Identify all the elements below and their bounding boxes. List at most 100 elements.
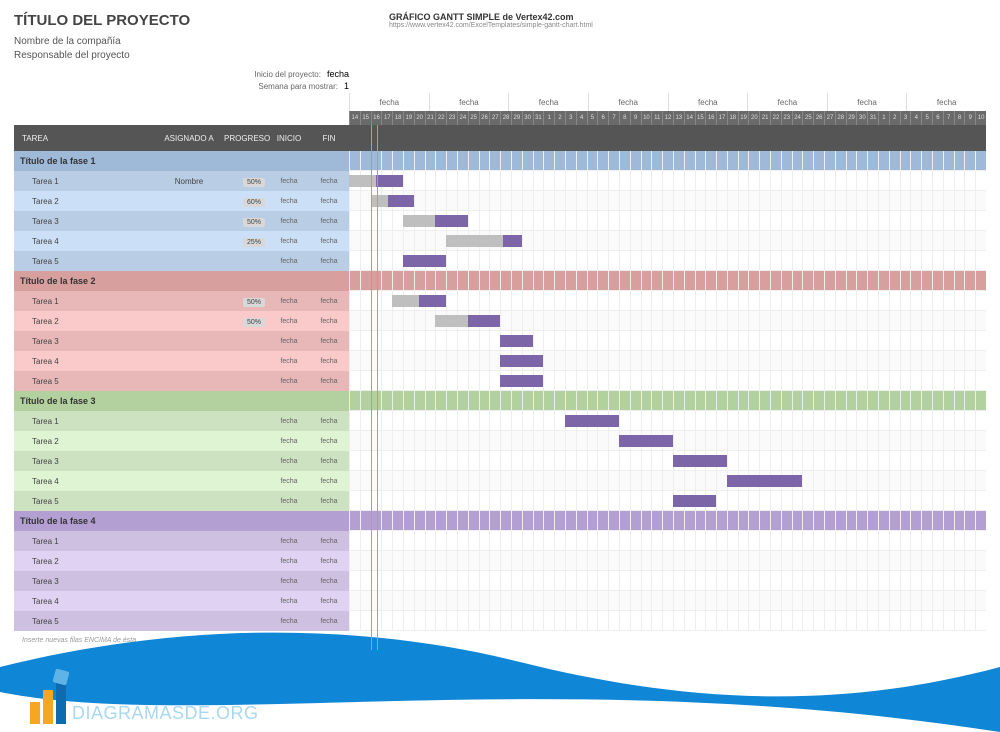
- task-name: Tarea 1: [14, 177, 154, 186]
- day-label: 2: [554, 111, 565, 125]
- task-row[interactable]: Tarea 1fechafecha: [14, 531, 349, 551]
- phase-header: Título de la fase 4: [14, 511, 349, 531]
- day-label: 13: [673, 111, 684, 125]
- gantt-bar-progress: [619, 435, 673, 447]
- task-row[interactable]: Tarea 3fechafecha: [14, 451, 349, 471]
- day-label: 9: [964, 111, 975, 125]
- task-row[interactable]: Tarea 5fechafecha: [14, 371, 349, 391]
- column-header-row: TAREA ASIGNADO A PROGRESO INICIO FIN: [14, 125, 349, 151]
- task-row[interactable]: Tarea 1fechafecha: [14, 411, 349, 431]
- gantt-row: [349, 311, 986, 331]
- day-label: 10: [975, 111, 986, 125]
- day-label: 14: [349, 111, 360, 125]
- task-row[interactable]: Tarea 3fechafecha: [14, 331, 349, 351]
- task-row[interactable]: Tarea 250%fechafecha: [14, 311, 349, 331]
- gantt-bar-progress: [500, 335, 532, 347]
- gantt-row: [349, 451, 986, 471]
- gantt-bar-progress: [419, 295, 446, 307]
- day-label: 20: [414, 111, 425, 125]
- task-end: fecha: [309, 558, 349, 565]
- watermark-text: DIAGRAMASDE.ORG: [72, 703, 259, 724]
- task-row[interactable]: Tarea 260%fechafecha: [14, 191, 349, 211]
- gantt-bar-progress: [376, 175, 403, 187]
- day-label: 16: [705, 111, 716, 125]
- gantt-row: [349, 571, 986, 591]
- credit-title: GRÁFICO GANTT SIMPLE de Vertex42.com: [389, 12, 593, 22]
- task-row[interactable]: Tarea 2fechafecha: [14, 551, 349, 571]
- day-label: 26: [479, 111, 490, 125]
- week-label: fecha: [747, 93, 827, 111]
- task-row[interactable]: Tarea 2fechafecha: [14, 431, 349, 451]
- task-progress: 60%: [224, 197, 269, 206]
- day-label: 28: [835, 111, 846, 125]
- day-label: 23: [446, 111, 457, 125]
- day-label: 28: [500, 111, 511, 125]
- day-label: 1: [878, 111, 889, 125]
- gantt-row: [349, 551, 986, 571]
- gantt-bar-progress: [565, 415, 619, 427]
- gantt-row: [349, 331, 986, 351]
- task-progress: 50%: [224, 217, 269, 226]
- task-row[interactable]: Tarea 5fechafecha: [14, 251, 349, 271]
- day-header: 1415161718192021222324252627282930311234…: [349, 111, 986, 125]
- gantt-row: [349, 251, 986, 271]
- task-name: Tarea 5: [14, 257, 154, 266]
- week-label: fecha: [429, 93, 509, 111]
- col-assigned: ASIGNADO A: [154, 134, 224, 143]
- gantt-row: [349, 591, 986, 611]
- day-label: 25: [802, 111, 813, 125]
- task-row[interactable]: Tarea 4fechafecha: [14, 591, 349, 611]
- task-name: Tarea 3: [14, 337, 154, 346]
- day-label: 27: [824, 111, 835, 125]
- task-row[interactable]: Tarea 4fechafecha: [14, 351, 349, 371]
- gantt-bar-progress: [403, 255, 446, 267]
- task-row[interactable]: Tarea 1Nombre50%fechafecha: [14, 171, 349, 191]
- day-label: 11: [651, 111, 662, 125]
- day-label: 25: [468, 111, 479, 125]
- task-row[interactable]: Tarea 3fechafecha: [14, 571, 349, 591]
- task-start: fecha: [269, 598, 309, 605]
- day-label: 4: [910, 111, 921, 125]
- task-end: fecha: [309, 338, 349, 345]
- week-label: fecha: [349, 93, 429, 111]
- day-label: 23: [781, 111, 792, 125]
- start-date-box[interactable]: fecha: [327, 69, 349, 79]
- task-end: fecha: [309, 438, 349, 445]
- task-end: fecha: [309, 218, 349, 225]
- task-name: Tarea 1: [14, 537, 154, 546]
- gantt-bar-progress: [500, 375, 543, 387]
- day-label: 7: [943, 111, 954, 125]
- week-number-box[interactable]: 1: [344, 81, 349, 91]
- task-start: fecha: [269, 438, 309, 445]
- task-name: Tarea 4: [14, 357, 154, 366]
- day-label: 3: [565, 111, 576, 125]
- day-label: 29: [846, 111, 857, 125]
- day-label: 15: [695, 111, 706, 125]
- task-row[interactable]: Tarea 4fechafecha: [14, 471, 349, 491]
- gantt-row: [349, 411, 986, 431]
- col-task: TAREA: [14, 134, 154, 143]
- day-label: 2: [889, 111, 900, 125]
- task-row[interactable]: Tarea 5fechafecha: [14, 491, 349, 511]
- task-start: fecha: [269, 498, 309, 505]
- day-label: 17: [381, 111, 392, 125]
- day-label: 4: [576, 111, 587, 125]
- task-start: fecha: [269, 298, 309, 305]
- task-row[interactable]: Tarea 350%fechafecha: [14, 211, 349, 231]
- task-start: fecha: [269, 558, 309, 565]
- week-header: fechafechafechafechafechafechafechafecha: [349, 93, 986, 111]
- col-progress: PROGRESO: [224, 134, 269, 143]
- day-label: 20: [748, 111, 759, 125]
- day-label: 30: [856, 111, 867, 125]
- gantt-row: [349, 211, 986, 231]
- task-end: fecha: [309, 498, 349, 505]
- day-label: 26: [813, 111, 824, 125]
- task-start: fecha: [269, 358, 309, 365]
- task-name: Tarea 2: [14, 317, 154, 326]
- gantt-row: [349, 171, 986, 191]
- task-end: fecha: [309, 538, 349, 545]
- day-label: 3: [900, 111, 911, 125]
- task-row[interactable]: Tarea 150%fechafecha: [14, 291, 349, 311]
- task-row[interactable]: Tarea 425%fechafecha: [14, 231, 349, 251]
- task-start: fecha: [269, 378, 309, 385]
